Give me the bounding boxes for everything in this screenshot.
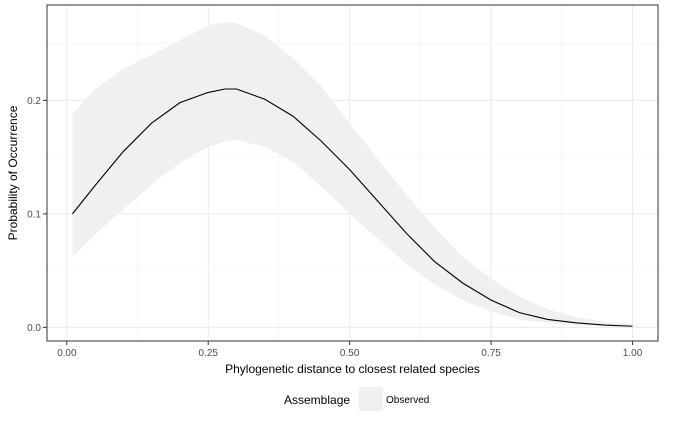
legend-title: Assemblage [284,393,350,407]
y-tick-label: 0.2 [27,96,41,107]
legend: Assemblage Observed [284,387,429,411]
x-tick-label: 0.50 [340,348,360,359]
legend-label-observed: Observed [386,395,429,406]
confidence-ribbon-observed [72,22,633,327]
x-tick-label: 0.25 [199,348,219,359]
x-tick-label: 0.75 [481,348,501,359]
x-tick-label: 0.00 [57,348,77,359]
series-line-observed [72,88,633,327]
x-tick-label: 1.00 [623,348,643,359]
legend-key-observed [359,387,383,411]
plot-panel-border [46,4,659,342]
y-tick-label: 0.1 [27,209,41,220]
y-axis-title: Probability of Occurrence [6,105,20,240]
y-tick-label: 0.0 [27,323,41,334]
x-axis-title: Phylogenetic distance to closest related… [225,362,480,376]
